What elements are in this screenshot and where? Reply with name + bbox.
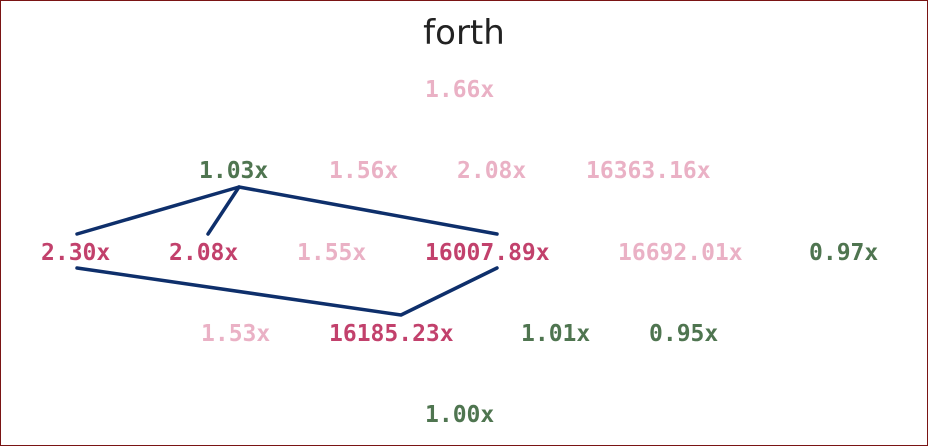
node-r3-c0: 1.53x <box>201 321 271 347</box>
node-r0-c0: 1.66x <box>425 77 495 103</box>
link-upper <box>75 185 499 236</box>
node-r3-c2: 1.01x <box>521 321 591 347</box>
link-branch <box>206 185 241 236</box>
node-r3-c3: 0.95x <box>649 321 719 347</box>
node-r2-c0: 2.30x <box>41 240 111 266</box>
node-r2-c1: 2.08x <box>169 240 239 266</box>
node-r2-c4: 16692.01x <box>618 240 743 266</box>
node-r3-c1: 16185.23x <box>329 321 454 347</box>
diagram-title: forth <box>423 13 505 53</box>
node-r4-c0: 1.00x <box>425 402 495 428</box>
node-r1-c2: 2.08x <box>457 158 527 184</box>
node-r2-c5: 0.97x <box>809 240 879 266</box>
node-r2-c2: 1.55x <box>297 240 367 266</box>
node-r1-c0: 1.03x <box>199 158 269 184</box>
node-r1-c3: 16363.16x <box>586 158 711 184</box>
link-lower <box>75 266 499 317</box>
node-r1-c1: 1.56x <box>329 158 399 184</box>
node-r2-c3: 16007.89x <box>425 240 550 266</box>
